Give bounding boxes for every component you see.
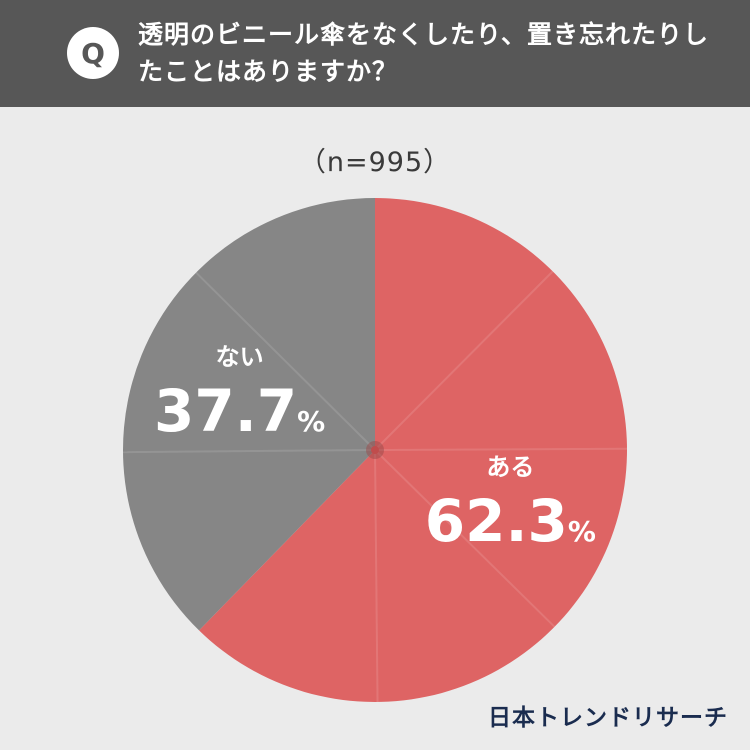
pie-slice-1 <box>199 198 627 702</box>
slice-label-category: ある <box>486 453 534 481</box>
question-text: 透明のビニール傘をなくしたり、置き忘れたりしたことはありますか？ <box>138 20 710 86</box>
umbrella-rib <box>374 449 379 702</box>
q-badge: Q <box>67 27 119 79</box>
umbrella-tip <box>371 446 379 454</box>
umbrella-rib <box>123 449 376 454</box>
umbrella-rib <box>374 449 556 628</box>
question-header: Q 透明のビニール傘をなくしたり、置き忘れたりしたことはありますか？ <box>0 0 750 107</box>
pie-slice-2 <box>122 198 375 631</box>
slice-label-value: 37.7% <box>154 377 325 445</box>
slice-label-category: ない <box>216 343 264 371</box>
slice-label-unit: % <box>568 515 596 548</box>
slice-label-unit: % <box>297 405 325 438</box>
slice-label-value: 62.3% <box>425 487 596 555</box>
brand-logo: 日本トレンドリサーチ <box>488 705 728 731</box>
sample-size: （n=995） <box>298 147 452 178</box>
umbrella-rib <box>195 271 376 451</box>
umbrella-rib <box>374 447 628 451</box>
umbrella-rib <box>374 270 554 451</box>
